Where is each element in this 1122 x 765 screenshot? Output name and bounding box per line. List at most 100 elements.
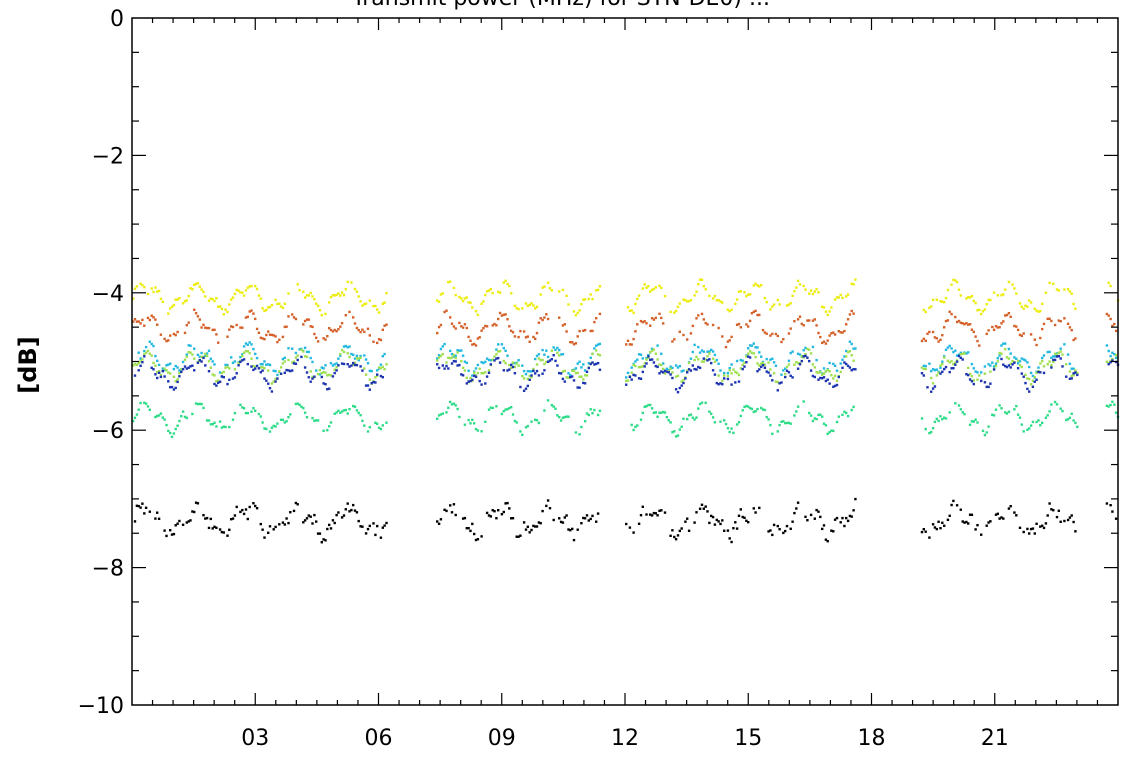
data-point — [1055, 355, 1059, 358]
data-point — [437, 356, 441, 359]
data-point — [643, 283, 646, 286]
data-point — [719, 522, 722, 526]
data-point — [652, 287, 656, 291]
data-point — [224, 366, 227, 369]
data-point — [950, 503, 953, 507]
data-point — [524, 528, 528, 531]
data-point — [313, 332, 316, 336]
data-point — [242, 294, 246, 297]
data-point — [649, 513, 652, 516]
data-point — [250, 410, 253, 413]
data-point — [220, 371, 224, 375]
data-point — [539, 317, 542, 320]
data-point — [176, 330, 179, 334]
data-point — [353, 363, 357, 367]
data-point — [311, 375, 314, 379]
data-point — [137, 351, 140, 354]
data-point — [257, 331, 261, 334]
data-point — [785, 421, 789, 425]
data-point — [747, 352, 750, 355]
data-point — [798, 363, 802, 366]
data-point — [460, 373, 463, 376]
data-point — [539, 359, 542, 362]
data-point — [850, 369, 853, 372]
data-point — [565, 514, 568, 517]
data-point — [255, 356, 259, 360]
data-point — [585, 514, 589, 517]
data-point — [366, 527, 370, 531]
data-point — [156, 359, 159, 362]
data-point — [211, 297, 214, 301]
data-point — [217, 379, 220, 382]
data-point — [808, 411, 811, 415]
data-point — [1076, 425, 1079, 428]
data-point — [678, 529, 681, 533]
data-point — [771, 379, 774, 382]
data-point — [513, 335, 517, 338]
data-point — [135, 320, 139, 323]
data-point — [228, 528, 231, 531]
data-point — [933, 336, 937, 339]
data-point — [649, 403, 652, 407]
data-point — [485, 357, 489, 360]
data-point — [340, 362, 344, 365]
data-point — [493, 510, 496, 513]
data-point — [329, 527, 333, 530]
data-point — [443, 310, 446, 314]
data-point — [702, 360, 705, 363]
data-point — [519, 329, 522, 333]
data-point — [1114, 517, 1118, 520]
data-point — [156, 414, 159, 418]
data-point — [189, 365, 192, 368]
data-point — [700, 312, 704, 316]
data-point — [1041, 359, 1044, 363]
data-point — [242, 345, 246, 348]
data-point — [676, 305, 680, 309]
data-point — [1002, 342, 1005, 345]
data-point — [795, 286, 798, 289]
data-point — [172, 532, 176, 536]
data-point — [972, 299, 975, 303]
data-point — [782, 531, 785, 535]
data-point — [739, 290, 742, 293]
data-point — [1007, 364, 1011, 367]
data-point — [241, 291, 244, 294]
data-point — [1007, 347, 1011, 351]
data-point — [300, 405, 303, 408]
data-point — [1072, 419, 1075, 422]
data-point — [257, 412, 261, 416]
data-point — [695, 290, 698, 293]
data-point — [1005, 313, 1009, 317]
data-point — [811, 419, 815, 423]
data-point — [723, 419, 726, 422]
data-point — [989, 520, 992, 523]
data-point — [254, 504, 257, 508]
data-point — [185, 367, 188, 370]
data-point — [1070, 412, 1073, 415]
data-point — [143, 353, 146, 356]
data-point — [226, 363, 229, 367]
data-point — [159, 297, 163, 300]
data-point — [237, 364, 240, 367]
data-point — [248, 505, 251, 509]
data-point — [833, 364, 837, 367]
data-point — [535, 369, 539, 373]
data-point — [359, 300, 362, 303]
data-point — [353, 361, 357, 364]
data-point — [200, 326, 203, 329]
data-point — [189, 519, 192, 522]
data-point — [454, 327, 457, 330]
data-point — [322, 538, 325, 541]
data-point — [1074, 307, 1077, 310]
data-point — [952, 367, 955, 370]
data-point — [943, 524, 946, 527]
data-point — [1026, 361, 1029, 364]
data-point — [309, 325, 312, 328]
data-point — [1048, 317, 1051, 320]
data-point — [267, 363, 270, 366]
data-point — [237, 289, 240, 292]
data-point — [972, 420, 975, 423]
data-point — [835, 369, 839, 372]
data-point — [662, 410, 665, 414]
data-point — [559, 419, 563, 422]
